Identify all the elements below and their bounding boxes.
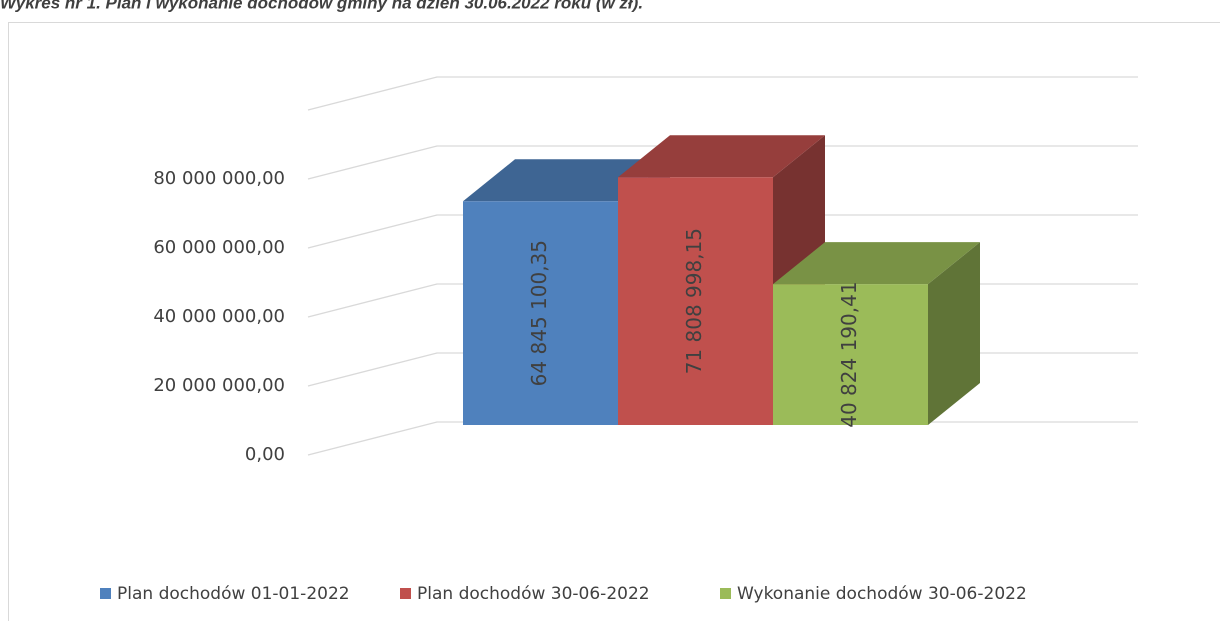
legend-label: Plan dochodów 01-01-2022 bbox=[117, 584, 350, 604]
legend-swatch bbox=[100, 588, 111, 599]
legend-label: Wykonanie dochodów 30-06-2022 bbox=[737, 584, 1027, 604]
y-tick-label: 20 000 000,00 bbox=[153, 375, 285, 396]
grid-line bbox=[307, 145, 1138, 180]
legend-swatch bbox=[400, 588, 411, 599]
data-label: 64 845 100,35 bbox=[527, 240, 551, 386]
chart-title: Wykres nr 1. Plan i wykonanie dochodów g… bbox=[0, 0, 643, 12]
data-label: 40 824 190,41 bbox=[837, 281, 861, 427]
grid-line bbox=[307, 76, 1138, 111]
data-label: 71 808 998,15 bbox=[682, 228, 706, 374]
y-tick-label: 0,00 bbox=[245, 444, 285, 465]
grid-line bbox=[307, 421, 1138, 456]
y-tick-label: 80 000 000,00 bbox=[153, 168, 285, 189]
grid-line bbox=[307, 214, 1138, 249]
bar-front bbox=[618, 177, 773, 425]
chart-border bbox=[8, 22, 1220, 621]
bar bbox=[773, 242, 980, 425]
legend-label: Plan dochodów 30-06-2022 bbox=[417, 584, 650, 604]
legend-swatch bbox=[720, 588, 731, 599]
bar-side bbox=[928, 242, 980, 425]
y-tick-label: 60 000 000,00 bbox=[153, 237, 285, 258]
bar-top bbox=[618, 135, 825, 178]
bar-top bbox=[773, 242, 980, 285]
bar-front bbox=[463, 201, 618, 425]
bar-front bbox=[773, 284, 928, 425]
y-tick-label: 40 000 000,00 bbox=[153, 306, 285, 327]
